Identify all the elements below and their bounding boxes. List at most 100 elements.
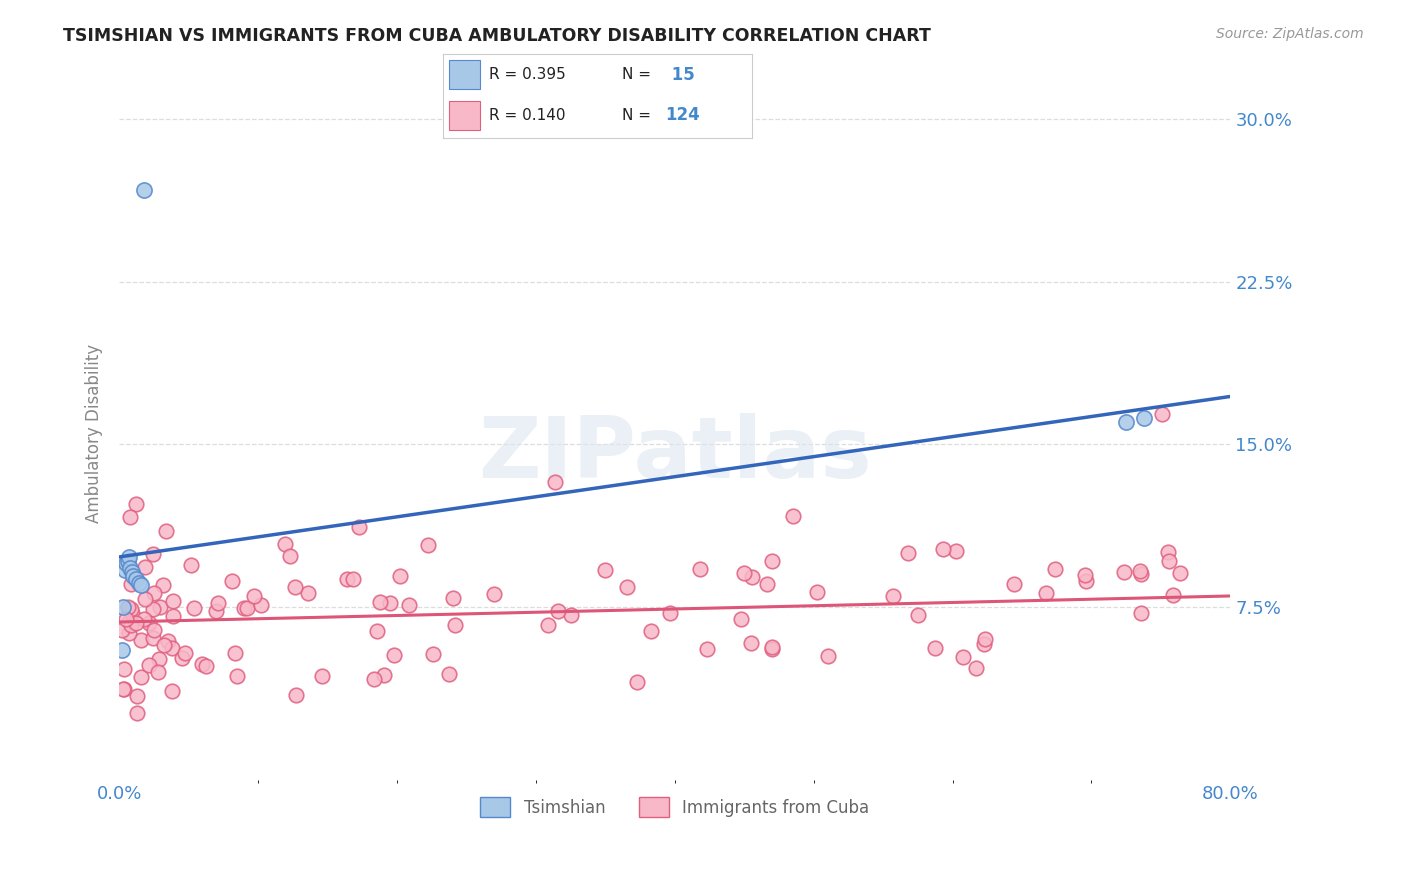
Point xyxy=(122,569,145,583)
Point xyxy=(593,563,616,577)
Point xyxy=(924,640,946,655)
Point xyxy=(761,642,783,657)
Point xyxy=(1045,562,1067,576)
Point xyxy=(142,601,165,615)
Point xyxy=(115,557,138,571)
Point xyxy=(250,598,273,612)
Point xyxy=(1161,588,1184,602)
Point xyxy=(115,611,138,625)
Point xyxy=(114,563,136,577)
Point xyxy=(741,570,763,584)
Point xyxy=(1133,411,1156,425)
Point xyxy=(180,558,202,572)
Point xyxy=(1002,577,1025,591)
Point xyxy=(616,580,638,594)
Point xyxy=(363,672,385,686)
Point xyxy=(118,615,141,629)
Point xyxy=(380,596,402,610)
Point xyxy=(422,647,444,661)
Point xyxy=(373,668,395,682)
Point xyxy=(640,624,662,638)
Point xyxy=(897,546,920,560)
Point xyxy=(221,574,243,588)
Point xyxy=(398,598,420,612)
Point xyxy=(733,566,755,581)
Text: R = 0.140: R = 0.140 xyxy=(489,108,565,123)
Point xyxy=(965,661,987,675)
Point xyxy=(1035,586,1057,600)
Point xyxy=(882,589,904,603)
Point xyxy=(138,615,160,630)
Point xyxy=(366,624,388,639)
Point xyxy=(156,634,179,648)
Point xyxy=(755,577,778,591)
Point xyxy=(382,648,405,662)
Point xyxy=(120,561,142,575)
Point xyxy=(129,633,152,648)
Point xyxy=(973,637,995,651)
Point xyxy=(297,585,319,599)
Point xyxy=(148,652,170,666)
Point xyxy=(125,572,148,586)
Point xyxy=(1130,606,1153,620)
Point xyxy=(388,569,411,583)
Point xyxy=(560,608,582,623)
Point xyxy=(127,706,149,720)
Point xyxy=(626,675,648,690)
Point xyxy=(1114,565,1136,579)
Point xyxy=(730,612,752,626)
Point xyxy=(1130,566,1153,581)
Point xyxy=(121,577,143,591)
Point xyxy=(1168,566,1191,580)
Point xyxy=(347,520,370,534)
Point xyxy=(128,576,150,591)
Point xyxy=(121,607,143,621)
Bar xyxy=(449,101,479,130)
Point xyxy=(117,600,139,615)
Point xyxy=(761,554,783,568)
Point xyxy=(160,640,183,655)
Point xyxy=(127,689,149,703)
Point xyxy=(125,616,148,631)
Point xyxy=(120,602,142,616)
Point xyxy=(544,475,567,489)
Point xyxy=(120,618,142,632)
Point xyxy=(131,578,153,592)
Text: 15: 15 xyxy=(665,66,695,84)
Point xyxy=(207,596,229,610)
Point xyxy=(280,549,302,563)
Point xyxy=(945,543,967,558)
Point xyxy=(226,669,249,683)
Point xyxy=(817,649,839,664)
Y-axis label: Ambulatory Disability: Ambulatory Disability xyxy=(86,343,103,523)
Point xyxy=(205,604,228,618)
Point xyxy=(224,646,246,660)
Point xyxy=(1129,564,1152,578)
Point xyxy=(416,538,439,552)
Point xyxy=(952,649,974,664)
Point xyxy=(112,682,135,697)
Point xyxy=(112,681,135,696)
Point xyxy=(183,601,205,615)
Point xyxy=(112,599,135,614)
Point xyxy=(125,497,148,511)
Point xyxy=(441,591,464,605)
Text: Source: ZipAtlas.com: Source: ZipAtlas.com xyxy=(1216,27,1364,41)
Text: 124: 124 xyxy=(665,106,700,124)
Point xyxy=(195,659,218,673)
Point xyxy=(233,601,256,615)
Point xyxy=(129,670,152,684)
Point xyxy=(782,508,804,523)
Point xyxy=(118,510,141,524)
Point xyxy=(236,601,259,615)
Point xyxy=(146,665,169,679)
Point xyxy=(191,657,214,671)
Point xyxy=(444,617,467,632)
Point xyxy=(482,586,505,600)
Point xyxy=(162,609,184,624)
Point xyxy=(1115,416,1137,430)
Point xyxy=(132,611,155,625)
Point xyxy=(142,586,165,600)
Point xyxy=(284,580,307,594)
Point xyxy=(142,547,165,561)
